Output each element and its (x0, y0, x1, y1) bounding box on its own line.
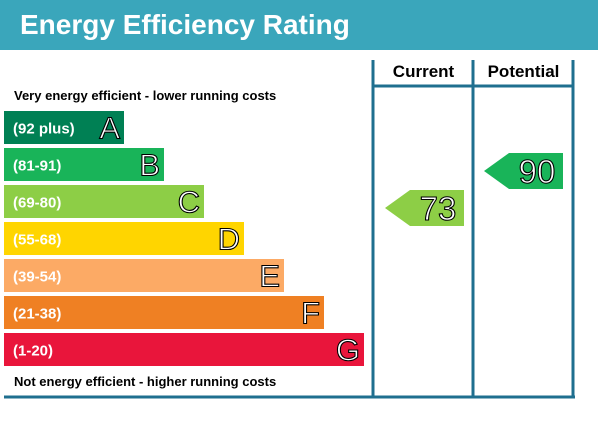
page-title: Energy Efficiency Rating (20, 9, 350, 40)
band-d-letter: D (218, 222, 240, 257)
top-caption: Very energy efficient - lower running co… (14, 88, 277, 103)
potential-rating-value: 90 (519, 153, 556, 190)
band-a-range: (92 plus) (13, 121, 75, 138)
potential-rating-arrow (484, 153, 563, 189)
band-b-range: (81-91) (13, 158, 61, 175)
band-g-bar (4, 333, 364, 366)
column-header-current: Current (392, 62, 455, 81)
band-c-bar (4, 185, 204, 218)
band-d-range: (55-68) (13, 232, 61, 249)
band-f-bar (4, 296, 324, 329)
band-e-letter: E (259, 259, 280, 294)
band-g-range: (1-20) (13, 343, 53, 360)
band-e-range: (39-54) (13, 269, 61, 286)
current-rating-value: 73 (420, 190, 457, 227)
band-c-letter: C (178, 185, 200, 220)
band-a-bar (4, 111, 124, 144)
band-a-letter: A (99, 111, 120, 146)
band-f-range: (21-38) (13, 306, 61, 323)
band-b-letter: B (139, 148, 160, 183)
current-rating-arrow (385, 190, 464, 226)
band-c-range: (69-80) (13, 195, 61, 212)
header-banner: Energy Efficiency Rating (0, 0, 598, 50)
bottom-caption: Not energy efficient - higher running co… (14, 374, 277, 389)
column-header-potential: Potential (487, 62, 560, 81)
band-b-bar (4, 148, 164, 181)
band-g-letter: G (336, 333, 360, 368)
band-e-bar (4, 259, 284, 292)
band-f-letter: F (301, 296, 320, 331)
band-d-bar (4, 222, 244, 255)
